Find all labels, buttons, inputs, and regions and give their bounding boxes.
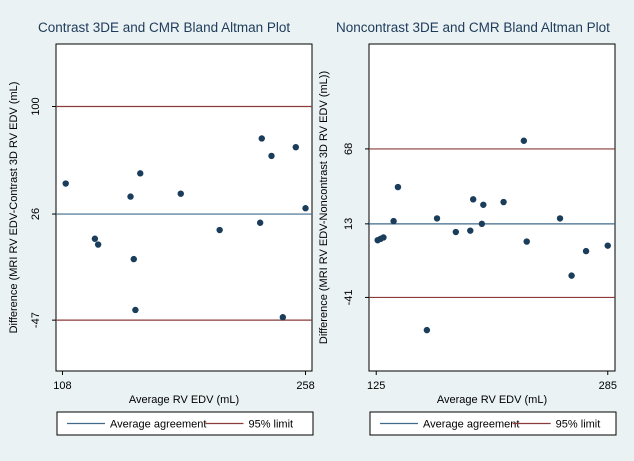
x-axis-label: Average RV EDV (mL) bbox=[129, 394, 239, 406]
data-point bbox=[258, 135, 265, 142]
data-point bbox=[279, 314, 287, 321]
data-point bbox=[94, 241, 102, 248]
data-point bbox=[256, 219, 264, 226]
data-point bbox=[130, 255, 137, 263]
data-point bbox=[127, 193, 134, 200]
y-tick-label: 13 bbox=[343, 218, 355, 230]
data-point bbox=[423, 326, 431, 334]
x-tick-label: 125 bbox=[367, 380, 385, 392]
x-tick-label: 285 bbox=[599, 380, 617, 392]
data-point bbox=[380, 234, 387, 241]
data-point bbox=[216, 226, 223, 234]
x-tick-label: 108 bbox=[53, 380, 71, 392]
data-point bbox=[91, 235, 99, 242]
data-point bbox=[520, 137, 528, 144]
plot-area bbox=[55, 43, 313, 372]
data-point bbox=[500, 198, 507, 206]
legend-label: Average agreement bbox=[423, 419, 519, 431]
data-point bbox=[132, 306, 139, 314]
data-point bbox=[478, 220, 486, 228]
data-point bbox=[467, 227, 474, 234]
plot-area bbox=[368, 43, 616, 372]
legend: Average agreement 95% limit bbox=[369, 411, 617, 436]
data-point bbox=[469, 196, 477, 203]
legend-label: 95% limit bbox=[556, 419, 601, 431]
data-point bbox=[604, 242, 611, 249]
y-tick-label: 68 bbox=[343, 143, 355, 155]
legend-box bbox=[369, 411, 617, 436]
data-point bbox=[480, 201, 487, 208]
y-axis-label: Difference (MRI RV EDV-Noncontrast 3D RV… bbox=[318, 71, 330, 344]
chart-title: Noncontrast 3DE and CMR Bland Altman Plo… bbox=[336, 20, 610, 35]
data-point bbox=[394, 183, 402, 191]
y-tick-label: 100 bbox=[30, 97, 42, 115]
y-tick-label: -41 bbox=[343, 289, 355, 305]
y-axis-label: Difference (MRI RV EDV-Contrast 3D RV ED… bbox=[8, 82, 20, 334]
data-point bbox=[568, 272, 575, 279]
data-point bbox=[390, 217, 397, 225]
chart-panel-1: Contrast 3DE and CMR Bland Altman Plot -4… bbox=[8, 20, 315, 436]
x-tick-label: 258 bbox=[296, 380, 314, 392]
data-point bbox=[62, 180, 69, 187]
legend-label: Average agreement bbox=[110, 419, 206, 431]
legend-label: 95% limit bbox=[248, 419, 293, 431]
data-point bbox=[177, 190, 184, 197]
data-point bbox=[556, 215, 564, 222]
x-axis-label: Average RV EDV (mL) bbox=[437, 394, 547, 406]
data-point bbox=[302, 205, 309, 212]
data-point bbox=[452, 228, 460, 236]
y-tick-label: 26 bbox=[30, 208, 42, 220]
y-tick-label: -47 bbox=[30, 312, 42, 328]
legend: Average agreement 95% limit bbox=[56, 411, 314, 436]
chart-panel-2: Noncontrast 3DE and CMR Bland Altman Plo… bbox=[318, 20, 617, 436]
data-point bbox=[582, 247, 590, 255]
data-point bbox=[268, 152, 275, 160]
data-point bbox=[137, 170, 144, 177]
legend-box bbox=[56, 411, 314, 436]
data-point bbox=[292, 143, 299, 151]
chart-title: Contrast 3DE and CMR Bland Altman Plot bbox=[38, 20, 290, 35]
data-point bbox=[523, 238, 530, 245]
data-point bbox=[433, 215, 441, 222]
